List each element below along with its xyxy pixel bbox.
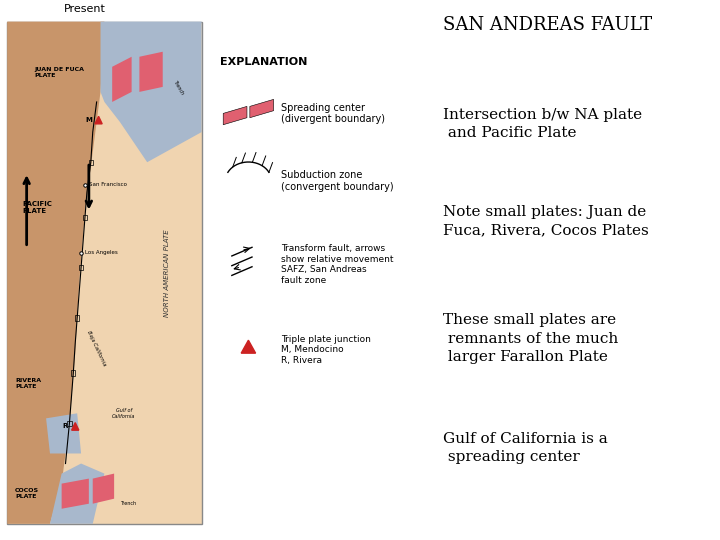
Text: Gulf of California is a
 spreading center: Gulf of California is a spreading center (443, 432, 608, 464)
Text: R: R (63, 423, 68, 429)
Polygon shape (46, 413, 81, 454)
Text: Los Angeles: Los Angeles (85, 250, 117, 255)
Text: EXPLANATION: EXPLANATION (220, 57, 307, 67)
Text: Present: Present (64, 3, 106, 14)
Polygon shape (7, 22, 104, 524)
Text: Transform fault, arrows
show relative movement
SAFZ, San Andreas
fault zone: Transform fault, arrows show relative mo… (281, 245, 393, 285)
Text: SAN ANDREAS FAULT: SAN ANDREAS FAULT (443, 16, 652, 34)
Polygon shape (72, 423, 79, 430)
Text: Gulf of
California: Gulf of California (112, 408, 135, 418)
Text: Baja California: Baja California (86, 329, 107, 367)
Polygon shape (95, 116, 102, 124)
Text: Intersection b/w NA plate
 and Pacific Plate: Intersection b/w NA plate and Pacific Pl… (443, 108, 642, 140)
FancyBboxPatch shape (7, 22, 202, 524)
Text: M: M (85, 117, 92, 123)
Text: Trench: Trench (172, 79, 184, 95)
Text: Subduction zone
(convergent boundary): Subduction zone (convergent boundary) (281, 170, 393, 192)
Text: RIVERA
PLATE: RIVERA PLATE (15, 378, 41, 389)
Polygon shape (241, 340, 256, 353)
Text: PACIFIC
PLATE: PACIFIC PLATE (23, 201, 53, 214)
Polygon shape (50, 463, 104, 524)
Polygon shape (223, 106, 247, 125)
Text: COCOS
PLATE: COCOS PLATE (15, 488, 39, 499)
Text: Triple plate junction
M, Mendocino
R, Rivera: Triple plate junction M, Mendocino R, Ri… (281, 335, 371, 365)
Text: JUAN DE FUCA
PLATE: JUAN DE FUCA PLATE (35, 67, 84, 78)
Text: Spreading center
(divergent boundary): Spreading center (divergent boundary) (281, 103, 384, 124)
Polygon shape (101, 22, 202, 162)
Polygon shape (140, 52, 163, 92)
Text: NORTH AMERICAN PLATE: NORTH AMERICAN PLATE (163, 229, 170, 316)
Text: San Francisco: San Francisco (89, 183, 127, 187)
Polygon shape (93, 474, 114, 504)
Polygon shape (112, 57, 132, 102)
Text: Trench: Trench (120, 501, 136, 506)
Text: These small plates are
 remnants of the much
 larger Farallon Plate: These small plates are remnants of the m… (443, 313, 618, 364)
Polygon shape (62, 478, 89, 509)
Polygon shape (250, 99, 274, 118)
Text: Note small plates: Juan de
Fuca, Rivera, Cocos Plates: Note small plates: Juan de Fuca, Rivera,… (443, 205, 649, 238)
